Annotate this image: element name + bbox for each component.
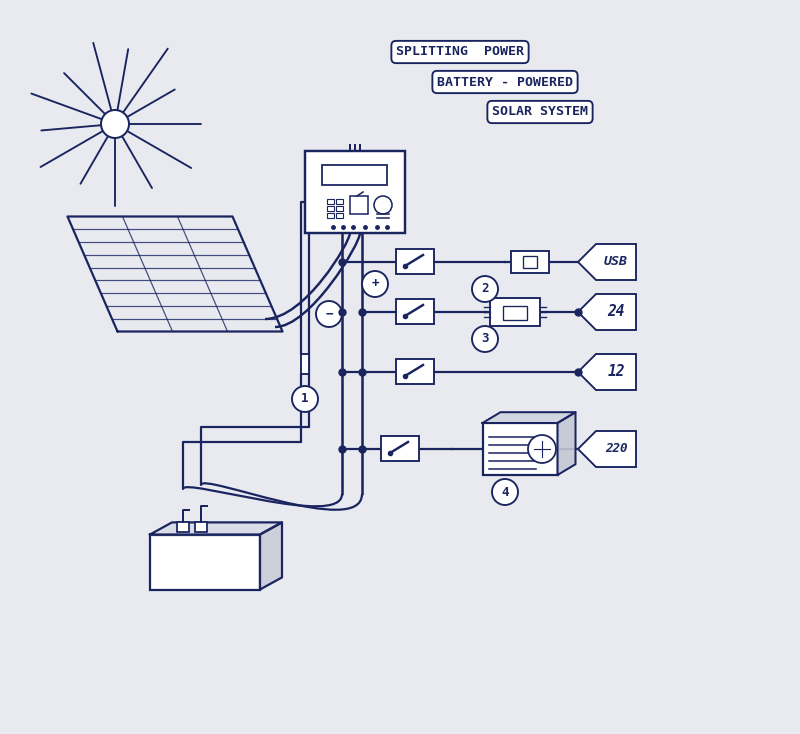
Circle shape — [472, 326, 498, 352]
FancyBboxPatch shape — [177, 522, 189, 532]
FancyBboxPatch shape — [336, 213, 343, 218]
FancyBboxPatch shape — [396, 299, 434, 324]
FancyBboxPatch shape — [523, 256, 537, 268]
Text: SOLAR SYSTEM: SOLAR SYSTEM — [492, 106, 588, 118]
Text: −: − — [326, 308, 333, 321]
Polygon shape — [578, 354, 636, 390]
Circle shape — [292, 386, 318, 412]
Polygon shape — [150, 523, 282, 534]
FancyBboxPatch shape — [396, 250, 434, 275]
Circle shape — [316, 301, 342, 327]
Polygon shape — [578, 244, 636, 280]
Text: 4: 4 — [502, 485, 509, 498]
Circle shape — [472, 276, 498, 302]
Text: 24: 24 — [607, 305, 625, 319]
Circle shape — [101, 110, 129, 138]
Polygon shape — [260, 523, 282, 589]
Text: USB: USB — [604, 255, 628, 269]
FancyBboxPatch shape — [322, 165, 387, 185]
Circle shape — [362, 271, 388, 297]
Text: 2: 2 — [482, 283, 489, 296]
FancyBboxPatch shape — [490, 298, 540, 326]
Text: +: + — [371, 277, 378, 291]
Circle shape — [492, 479, 518, 505]
Text: SPLITTING  POWER: SPLITTING POWER — [396, 46, 524, 59]
FancyBboxPatch shape — [301, 354, 309, 374]
Text: BATTERY - POWERED: BATTERY - POWERED — [437, 76, 573, 89]
Text: 1: 1 — [302, 393, 309, 405]
Polygon shape — [578, 431, 636, 467]
FancyBboxPatch shape — [396, 360, 434, 385]
FancyBboxPatch shape — [305, 151, 405, 233]
Text: 12: 12 — [607, 365, 625, 379]
Text: 220: 220 — [605, 443, 627, 456]
FancyBboxPatch shape — [482, 423, 558, 475]
FancyBboxPatch shape — [327, 213, 334, 218]
FancyBboxPatch shape — [336, 206, 343, 211]
FancyBboxPatch shape — [503, 306, 527, 320]
FancyBboxPatch shape — [150, 534, 260, 589]
FancyBboxPatch shape — [381, 437, 419, 462]
Polygon shape — [482, 413, 575, 423]
FancyBboxPatch shape — [350, 196, 368, 214]
Polygon shape — [578, 294, 636, 330]
Circle shape — [374, 196, 392, 214]
Text: 3: 3 — [482, 333, 489, 346]
FancyBboxPatch shape — [195, 522, 207, 532]
Polygon shape — [558, 413, 575, 475]
FancyBboxPatch shape — [511, 251, 549, 273]
FancyBboxPatch shape — [336, 199, 343, 204]
Circle shape — [528, 435, 556, 463]
FancyBboxPatch shape — [327, 206, 334, 211]
FancyBboxPatch shape — [327, 199, 334, 204]
